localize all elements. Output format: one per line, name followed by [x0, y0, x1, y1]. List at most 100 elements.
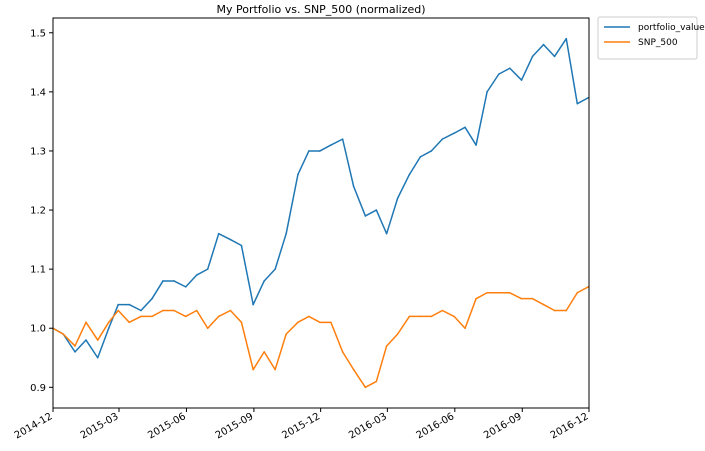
- data-point: [385, 232, 388, 235]
- data-point: [184, 286, 187, 288]
- x-tick-label: 2015-06: [146, 411, 188, 441]
- data-point: [576, 291, 579, 294]
- data-point: [229, 309, 232, 312]
- data-point: [531, 297, 534, 300]
- data-point: [128, 303, 131, 306]
- data-point: [117, 309, 120, 312]
- data-point: [62, 333, 65, 335]
- y-axis: 0.9 1.0 1.1 1.2 1.3 1.4 1.5: [30, 28, 53, 394]
- x-tick-label: 2016-09: [482, 411, 524, 441]
- data-point: [274, 368, 276, 371]
- data-point: [520, 297, 523, 300]
- data-point: [453, 315, 455, 318]
- data-point: [96, 339, 99, 341]
- data-point: [475, 144, 477, 146]
- data-point: [375, 209, 378, 211]
- data-point: [285, 333, 287, 335]
- data-point: [430, 150, 433, 152]
- data-point: [140, 309, 142, 312]
- data-point: [453, 132, 455, 135]
- data-point: [96, 356, 99, 359]
- data-point: [565, 37, 568, 40]
- data-point: [330, 144, 332, 146]
- data-point: [297, 173, 299, 176]
- data-point: [74, 351, 76, 353]
- data-point: [85, 321, 87, 324]
- data-point: [263, 351, 265, 353]
- data-point: [151, 297, 153, 300]
- data-point: [430, 315, 433, 318]
- data-point: [486, 291, 488, 294]
- data-point: [128, 321, 131, 324]
- data-point: [162, 280, 164, 282]
- data-point: [319, 150, 321, 152]
- y-tick-label: 1.2: [30, 206, 46, 217]
- x-tick-label: 2016-06: [415, 411, 457, 441]
- data-point: [464, 126, 466, 129]
- data-point: [341, 138, 344, 140]
- plot-lines: [52, 37, 590, 389]
- data-point: [408, 173, 411, 176]
- axes-frame: [52, 17, 590, 409]
- data-point: [396, 333, 399, 335]
- data-point: [542, 43, 545, 46]
- data-point: [74, 345, 76, 347]
- data-point: [553, 55, 556, 58]
- legend: portfolio_value SNP_500: [597, 16, 705, 60]
- data-point: [352, 368, 355, 371]
- data-point: [330, 321, 332, 324]
- data-point: [385, 345, 388, 347]
- data-point: [364, 386, 367, 389]
- data-point: [486, 91, 488, 93]
- data-point: [498, 291, 500, 294]
- data-point: [252, 303, 254, 306]
- chart-title: My Portfolio vs. SNP_500 (normalized): [216, 3, 425, 16]
- data-point: [217, 315, 220, 318]
- series-line-portfolio-value: [52, 37, 589, 359]
- data-point: [195, 274, 198, 276]
- data-point: [217, 232, 220, 235]
- data-point: [341, 351, 344, 353]
- x-tick-label: 2014-12: [13, 411, 55, 441]
- data-point: [107, 321, 110, 324]
- data-point: [229, 238, 232, 241]
- data-point: [542, 303, 545, 306]
- data-point: [308, 315, 310, 318]
- data-point: [308, 150, 310, 152]
- x-tick-label: 2015-09: [214, 411, 256, 441]
- x-tick-label: 2016-12: [549, 411, 591, 441]
- data-point: [107, 327, 110, 330]
- y-tick-label: 1.1: [30, 265, 46, 276]
- x-axis: 2014-12 2015-03 2015-06 2015-09 2015-12 2016-…: [13, 408, 591, 441]
- legend-label-portfolio: portfolio_value: [638, 23, 705, 33]
- data-point: [375, 380, 378, 383]
- data-point: [441, 138, 444, 140]
- data-point: [352, 185, 355, 188]
- data-point: [319, 321, 321, 324]
- data-point: [520, 79, 523, 81]
- data-point: [419, 315, 422, 318]
- data-point: [184, 315, 187, 318]
- data-point: [117, 303, 120, 306]
- data-point: [408, 315, 411, 318]
- data-point: [206, 268, 209, 270]
- y-tick-label: 0.9: [30, 383, 46, 394]
- x-tick-label: 2016-03: [347, 411, 389, 441]
- data-point: [419, 156, 422, 158]
- data-point: [553, 309, 556, 312]
- data-point: [151, 315, 153, 318]
- data-point: [240, 244, 243, 247]
- data-point: [475, 297, 477, 300]
- data-point: [498, 73, 500, 75]
- data-point: [297, 321, 299, 324]
- data-point: [240, 321, 243, 324]
- data-point: [173, 309, 175, 312]
- x-tick-label: 2015-12: [280, 411, 322, 441]
- series-line-snp-500: [52, 286, 589, 389]
- y-tick-label: 1.0: [30, 324, 46, 335]
- x-tick-label: 2015-03: [79, 411, 121, 441]
- y-tick-label: 1.5: [30, 28, 46, 39]
- data-point: [396, 197, 399, 200]
- data-point: [576, 102, 579, 105]
